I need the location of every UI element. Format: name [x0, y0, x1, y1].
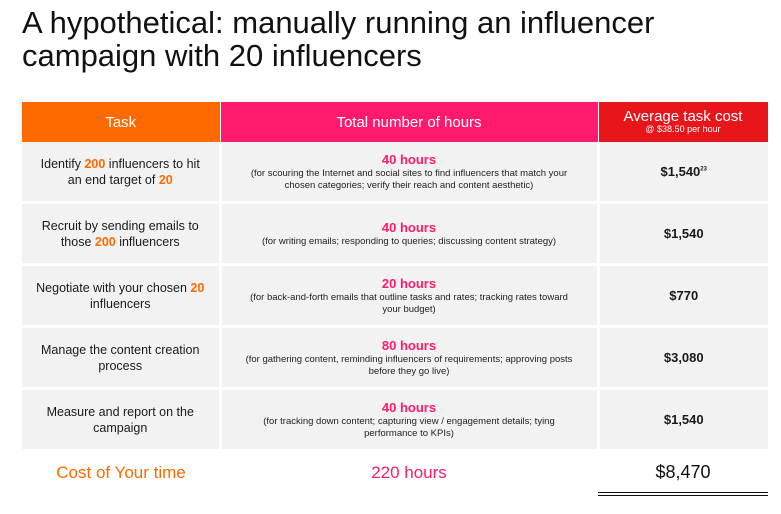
table-row: Recruit by sending emails to those 200 i…	[22, 202, 768, 266]
table-row: Negotiate with your chosen 20 influencer…	[22, 264, 768, 328]
total-label: Cost of Your time	[56, 463, 186, 482]
hours-value: 20 hours	[381, 275, 437, 291]
hours-value: 40 hours	[381, 151, 437, 167]
title-line-2: campaign with 20 influencers	[22, 38, 422, 73]
cost-cell: $770	[598, 264, 768, 328]
total-hours: 220 hours	[371, 463, 447, 482]
header-hours: Total number of hours	[220, 102, 599, 142]
hours-cell: 40 hours (for tracking down content; capt…	[220, 388, 600, 452]
task-cell: Identify 200 influencers to hit an end t…	[22, 142, 222, 204]
hours-cell: 40 hours (for writing emails; responding …	[220, 202, 600, 266]
task-cell: Manage the content creation process	[22, 326, 222, 390]
hours-value: 40 hours	[381, 219, 437, 235]
total-cost: $8,470	[598, 450, 768, 496]
hours-cell: 20 hours (for back-and-forth emails that …	[220, 264, 600, 328]
header-cost-label: Average task cost	[623, 108, 743, 125]
hours-cell: 40 hours (for scouring the Internet and s…	[220, 142, 600, 204]
task-cell: Measure and report on the campaign	[22, 388, 222, 452]
cost-cell: $3,080	[598, 326, 768, 390]
cost-cell: $1,54023	[598, 142, 768, 204]
cost-cell: $1,540	[598, 202, 768, 266]
table-row: Manage the content creation process 80 h…	[22, 326, 768, 390]
cost-cell: $1,540	[598, 388, 768, 452]
header-task: Task	[22, 102, 221, 142]
hours-note: (for writing emails; responding to queri…	[261, 235, 557, 247]
page-title: A hypothetical: manually running an infl…	[22, 6, 762, 72]
task-cell: Negotiate with your chosen 20 influencer…	[22, 264, 222, 328]
header-cost: Average task cost @ $38.50 per hour	[598, 102, 769, 142]
cost-table: Task Total number of hours Average task …	[22, 102, 769, 496]
hours-note: (for tracking down content; capturing vi…	[263, 415, 555, 439]
total-row: Cost of Your time 220 hours $8,470	[22, 450, 768, 496]
hours-value: 80 hours	[381, 337, 437, 353]
hours-note: (for scouring the Internet and social si…	[250, 167, 568, 191]
task-cell: Recruit by sending emails to those 200 i…	[22, 202, 222, 266]
hours-value: 40 hours	[381, 399, 437, 415]
header-row: Task Total number of hours Average task …	[22, 102, 769, 142]
title-line-1: A hypothetical: manually running an infl…	[22, 5, 655, 40]
table-row: Identify 200 influencers to hit an end t…	[22, 142, 768, 204]
footnote-ref: 23	[700, 166, 707, 173]
hours-note: (for gathering content, reminding influe…	[245, 353, 573, 377]
header-cost-rate: @ $38.50 per hour	[645, 124, 721, 134]
hours-cell: 80 hours (for gathering content, remindin…	[220, 326, 600, 390]
hours-note: (for back-and-forth emails that outline …	[250, 291, 568, 315]
table-row: Measure and report on the campaign 40 ho…	[22, 388, 768, 452]
